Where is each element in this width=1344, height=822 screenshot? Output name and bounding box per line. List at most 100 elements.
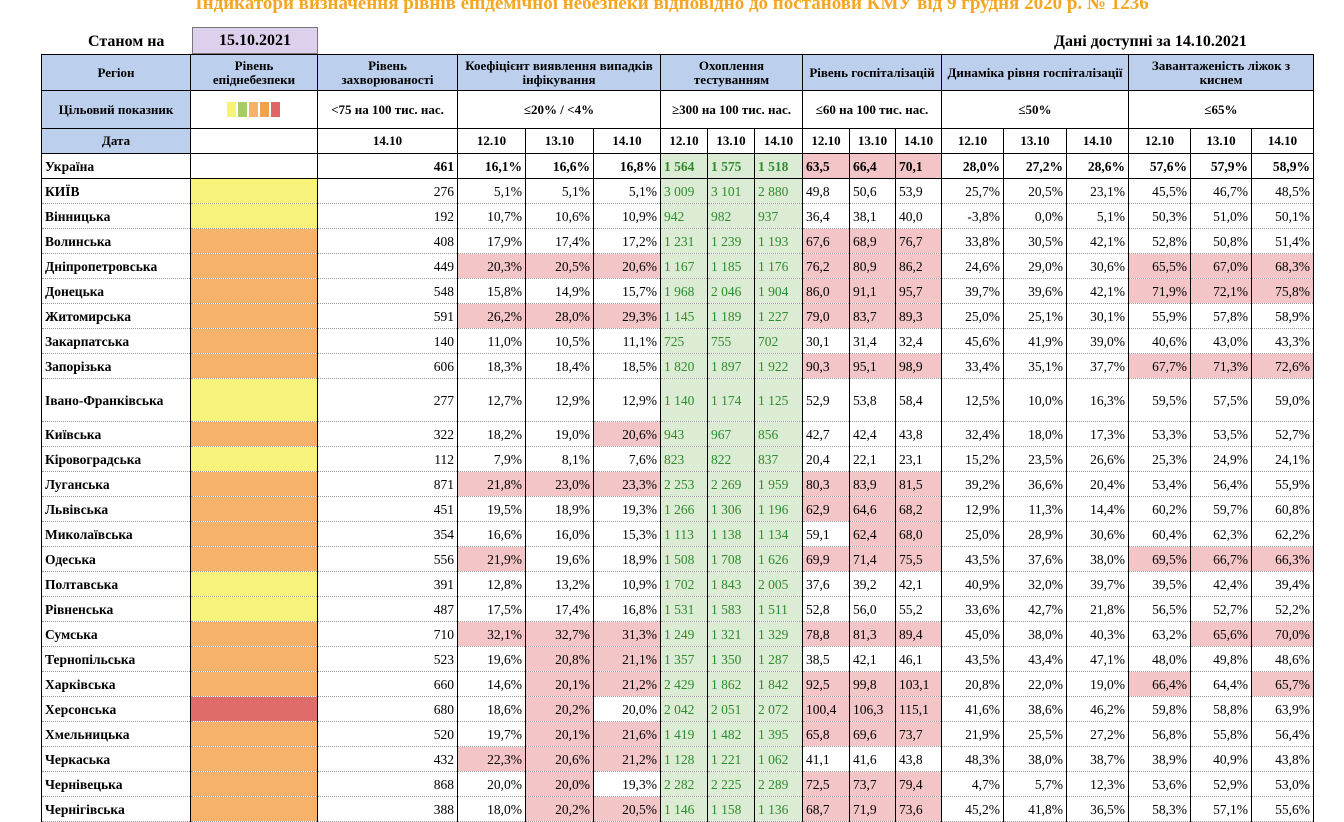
hosp-dynamics-value: -3,8% (941, 203, 1004, 229)
testing-value: 1 508 (660, 546, 708, 572)
detection-value: 10,7% (457, 203, 526, 229)
hosp-dynamics-value: 30,6% (1066, 253, 1129, 279)
detection-value: 19,0% (525, 421, 594, 447)
testing-value: 702 (754, 328, 803, 354)
date-column-header: 13.10 (849, 128, 896, 154)
oxygen-value: 55,6% (1251, 796, 1314, 822)
testing-value: 1 968 (660, 278, 708, 304)
oxygen-value: 57,8% (1190, 303, 1252, 329)
hospitalization-value: 80,9 (849, 253, 896, 279)
hosp-dynamics-value: 22,0% (1003, 671, 1067, 697)
oxygen-value: 43,0% (1190, 328, 1252, 354)
testing-value: 1 511 (754, 596, 803, 622)
hospitalization-value: 79,4 (895, 771, 942, 797)
table-row: Чернівецька 868 20,0% 20,0% 19,3% 2 282 2 225 2… (41, 771, 1314, 797)
target-testing: ≥300 на 100 тис. нас. (660, 90, 803, 129)
hospitalization-value: 22,1 (849, 446, 896, 472)
oxygen-value: 39,5% (1128, 571, 1191, 597)
table-row: Волинська 408 17,9% 17,4% 17,2% 1 231 1 239 1 1… (41, 228, 1314, 254)
oxygen-value: 50,1% (1251, 203, 1314, 229)
target-incidence: <75 на 100 тис. нас. (317, 90, 458, 129)
hosp-dynamics-value: 12,9% (941, 496, 1004, 522)
detection-value: 28,0% (525, 303, 594, 329)
oxygen-value: 40,6% (1128, 328, 1191, 354)
detection-value: 18,0% (457, 796, 526, 822)
oxygen-value: 46,7% (1190, 178, 1252, 204)
danger-level-cell (190, 153, 318, 179)
detection-value: 10,6% (525, 203, 594, 229)
hosp-dynamics-value: 25,1% (1003, 303, 1067, 329)
hosp-dynamics-value: 21,9% (941, 721, 1004, 747)
testing-value: 1 904 (754, 278, 803, 304)
detection-value: 7,6% (593, 446, 661, 472)
hosp-dynamics-value: 25,0% (941, 303, 1004, 329)
hosp-dynamics-value: 39,7% (1066, 571, 1129, 597)
testing-value: 937 (754, 203, 803, 229)
testing-value: 982 (707, 203, 755, 229)
incidence-value: 322 (317, 421, 458, 447)
hosp-dynamics-value: 25,0% (941, 521, 1004, 547)
detection-value: 19,6% (457, 646, 526, 672)
region-name: Хмельницька (41, 721, 191, 747)
incidence-value: 606 (317, 353, 458, 379)
detection-value: 17,5% (457, 596, 526, 622)
region-name: Черкаська (41, 746, 191, 772)
danger-level-cell (190, 303, 318, 329)
hospitalization-value: 68,9 (849, 228, 896, 254)
hospitalization-value: 52,8 (802, 596, 850, 622)
date-column-header: 13.10 (707, 128, 755, 154)
testing-value: 942 (660, 203, 708, 229)
hospitalization-value: 65,8 (802, 721, 850, 747)
detection-value: 17,4% (525, 228, 594, 254)
hosp-dynamics-value: 37,6% (1003, 546, 1067, 572)
hosp-dynamics-value: 28,9% (1003, 521, 1067, 547)
oxygen-value: 51,4% (1251, 228, 1314, 254)
hosp-dynamics-value: 48,3% (941, 746, 1004, 772)
detection-value: 5,1% (525, 178, 594, 204)
detection-value: 8,1% (525, 446, 594, 472)
oxygen-value: 69,5% (1128, 546, 1191, 572)
hospitalization-value: 42,1 (895, 571, 942, 597)
hospitalization-value: 86,0 (802, 278, 850, 304)
detection-value: 16,8% (593, 153, 661, 179)
incidence-value: 408 (317, 228, 458, 254)
detection-value: 20,1% (525, 671, 594, 697)
detection-value: 13,2% (525, 571, 594, 597)
indicators-table: Регіон Рівень епіднебезпеки Рівень захво… (41, 54, 1314, 822)
hospitalization-value: 73,6 (895, 796, 942, 822)
testing-value: 1 306 (707, 496, 755, 522)
oxygen-value: 55,9% (1251, 471, 1314, 497)
hospitalization-value: 41,6 (849, 746, 896, 772)
detection-value: 20,5% (525, 253, 594, 279)
testing-value: 1 185 (707, 253, 755, 279)
region-name: Тернопільська (41, 646, 191, 672)
detection-value: 32,1% (457, 621, 526, 647)
hospitalization-value: 103,1 (895, 671, 942, 697)
hospitalization-value: 46,1 (895, 646, 942, 672)
testing-value: 1 196 (754, 496, 803, 522)
hosp-dynamics-value: 41,8% (1003, 796, 1067, 822)
danger-level-cell (190, 228, 318, 254)
hospitalization-value: 49,8 (802, 178, 850, 204)
hosp-dynamics-value: 41,6% (941, 696, 1004, 722)
detection-value: 17,2% (593, 228, 661, 254)
detection-value: 21,1% (593, 646, 661, 672)
testing-value: 1 518 (754, 153, 803, 179)
hospitalization-value: 42,7 (802, 421, 850, 447)
hosp-dynamics-value: 26,6% (1066, 446, 1129, 472)
detection-value: 16,6% (525, 153, 594, 179)
oxygen-value: 49,8% (1190, 646, 1252, 672)
hosp-dynamics-value: 12,3% (1066, 771, 1129, 797)
hospitalization-value: 98,9 (895, 353, 942, 379)
detection-value: 20,2% (525, 696, 594, 722)
incidence-value: 276 (317, 178, 458, 204)
testing-value: 1 146 (660, 796, 708, 822)
detection-value: 23,0% (525, 471, 594, 497)
detection-value: 16,6% (457, 521, 526, 547)
hosp-dynamics-value: 25,7% (941, 178, 1004, 204)
hospitalization-value: 36,4 (802, 203, 850, 229)
table-row: Хмельницька 520 19,7% 20,1% 21,6% 1 419 1 482 1… (41, 721, 1314, 747)
testing-value: 2 282 (660, 771, 708, 797)
hospitalization-value: 69,6 (849, 721, 896, 747)
testing-value: 1 125 (754, 378, 803, 422)
